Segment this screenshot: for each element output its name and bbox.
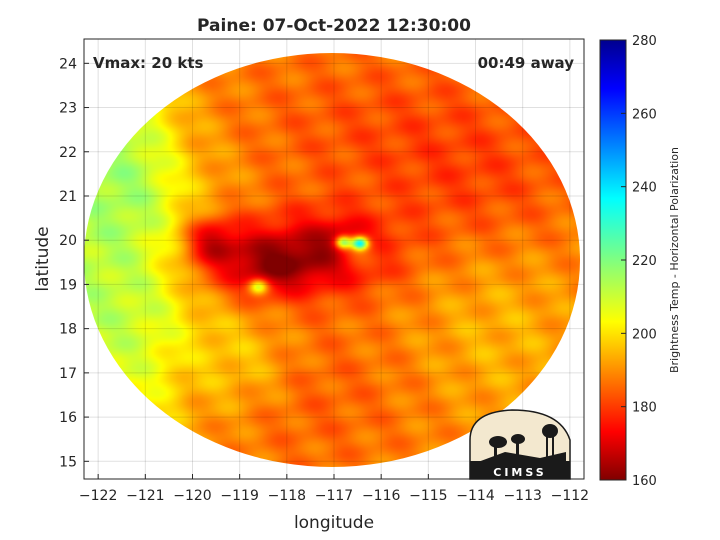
- colorbar-label: Brightness Temp - Horizontal Polarizatio…: [668, 147, 681, 373]
- x-tick-label: −115: [409, 488, 447, 504]
- x-tick-label: −114: [456, 488, 495, 504]
- colorbar-tick-label: 280: [632, 34, 657, 49]
- colorbar-tick-label: 180: [632, 401, 657, 416]
- cimss-logo-text: CIMSS: [493, 466, 546, 479]
- x-tick-label: −121: [126, 488, 164, 504]
- colorbar-tick-label: 160: [632, 474, 657, 489]
- x-tick-label: −120: [173, 488, 211, 504]
- colorbar-tick-label: 240: [632, 181, 657, 196]
- y-tick-label: 17: [59, 366, 77, 382]
- y-tick-label: 22: [59, 145, 77, 161]
- x-tick-label: −122: [79, 488, 117, 504]
- x-axis-label: longitude: [294, 513, 374, 533]
- grid: [84, 39, 584, 479]
- y-tick-label: 19: [59, 277, 77, 293]
- y-tick-label: 24: [59, 56, 77, 72]
- colorbar-tick-label: 220: [632, 254, 657, 269]
- x-tick-label: −119: [220, 488, 258, 504]
- chart-title: Paine: 07-Oct-2022 12:30:00: [197, 16, 471, 36]
- y-tick-label: 18: [59, 322, 77, 338]
- x-tick-label: −112: [551, 488, 589, 504]
- y-tick-label: 15: [59, 454, 77, 470]
- y-tick-label: 16: [59, 410, 77, 426]
- colorbar-tick-label: 200: [632, 327, 657, 342]
- x-tick-label: −117: [315, 488, 353, 504]
- vmax-annotation: Vmax: 20 kts: [93, 54, 203, 72]
- colorbar: 160 180 200 220 240 260 280 Brightness Temp - …: [599, 34, 681, 489]
- swath: [84, 53, 580, 467]
- cimss-logo: CIMSS: [469, 409, 571, 480]
- x-tick-label: −116: [362, 488, 401, 504]
- y-tick-label: 20: [59, 233, 77, 249]
- y-ticks: 15 16 17 18 19 20 21 22 23 24: [59, 56, 89, 470]
- x-tick-label: −118: [268, 488, 306, 504]
- time-away-annotation: 00:49 away: [478, 54, 575, 72]
- y-axis-label: latitude: [33, 226, 53, 291]
- y-tick-label: 21: [59, 189, 77, 205]
- x-ticks: −122 −121 −120 −119 −118 −117 −116 −115 −114 −113…: [79, 474, 589, 504]
- colorbar-ticks: 160 180 200 220 240 260 280: [621, 34, 657, 489]
- x-tick-label: −113: [503, 488, 541, 504]
- brightness-temp-image: [84, 53, 580, 467]
- y-tick-label: 23: [59, 101, 77, 117]
- colorbar-tick-label: 260: [632, 107, 657, 122]
